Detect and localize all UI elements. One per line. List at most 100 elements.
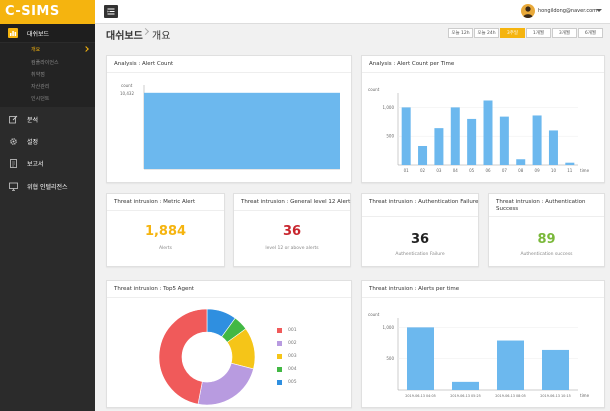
- top5-agent-donut: [158, 308, 256, 406]
- bar-chart-icon: [8, 28, 18, 38]
- auth-failure-caption: Authentication Failure: [395, 252, 445, 257]
- legend-swatch: [277, 354, 282, 359]
- x-tick-label: 2019-06-13 04:05: [405, 394, 436, 398]
- bar: [497, 340, 524, 390]
- bar: [548, 130, 558, 165]
- menu-toggle-button[interactable]: [104, 5, 118, 18]
- legend-item[interactable]: 005: [277, 380, 297, 385]
- legend-label: 003: [288, 354, 297, 359]
- x-axis-label: time: [580, 168, 590, 173]
- submenu-item-vulnerability[interactable]: 취약점: [31, 72, 45, 78]
- x-tick-label: 04: [453, 168, 459, 173]
- area-fill: [144, 92, 340, 169]
- x-tick-label: 06: [485, 168, 491, 173]
- bar: [499, 116, 509, 165]
- card-title: Threat intrusion : Alerts per time: [369, 286, 460, 292]
- legend-item[interactable]: 003: [277, 354, 297, 359]
- x-axis-label: time: [580, 393, 590, 398]
- chevron-down-icon[interactable]: [596, 9, 602, 12]
- sidebar-item-label: 대쉬보드: [27, 30, 50, 38]
- card-title: Threat intrusion : Metric Alert: [114, 199, 196, 205]
- card-divider: [489, 216, 604, 217]
- card-title: Threat intrusion : Authentication Succes…: [496, 199, 586, 212]
- card-title: Threat intrusion : Authentication Failur…: [369, 199, 479, 205]
- general-alert-card: Threat intrusion : General level 12 Aler…: [233, 193, 351, 267]
- submenu-item-assets[interactable]: 자산관리: [31, 84, 50, 90]
- card-divider: [362, 216, 478, 217]
- x-tick-label: 2019-06-13 10:15: [540, 394, 571, 398]
- top5-agent-card: Threat intrusion : Top5 Agent 001 002 003 0…: [106, 280, 352, 408]
- sidebar-item-label: 설정: [27, 138, 39, 146]
- sidebar-item-dashboard[interactable]: 대쉬보드: [0, 24, 95, 42]
- bar: [401, 107, 411, 165]
- x-tick-label: 10: [551, 168, 557, 173]
- x-tick-label: 2019-06-13 08:05: [495, 394, 526, 398]
- legend-swatch: [277, 367, 282, 372]
- auth-failure-card: Threat intrusion : Authentication Failur…: [361, 193, 479, 267]
- legend-label: 004: [288, 367, 297, 372]
- sidebar-item-label: 보고서: [27, 160, 44, 168]
- user-avatar[interactable]: [521, 4, 535, 18]
- gear-icon: [8, 136, 18, 146]
- x-tick-label: 03: [436, 168, 442, 173]
- y-tick-label: 1,000: [383, 105, 395, 110]
- legend-item[interactable]: 004: [277, 367, 297, 372]
- sidebar-item-report[interactable]: 보고서: [0, 154, 95, 172]
- legend-swatch: [277, 341, 282, 346]
- metric-alert-value: 1,884: [144, 224, 187, 239]
- bar: [542, 349, 569, 390]
- legend-label: 002: [288, 341, 297, 346]
- alert-count-chart: count 10,432: [120, 83, 340, 170]
- app-logo[interactable]: C-SIMS: [0, 0, 95, 24]
- range-button-3m[interactable]: 3개월: [552, 28, 577, 38]
- legend-item[interactable]: 002: [277, 341, 297, 346]
- sidebar-item-label: 분석: [27, 116, 39, 124]
- donut-slice: [197, 362, 254, 406]
- card-divider: [107, 72, 351, 73]
- donut-slice: [158, 308, 208, 405]
- general-alert-caption: level 12 or above alerts: [265, 246, 319, 251]
- submenu-item-compliance[interactable]: 컴플라이언스: [31, 60, 59, 66]
- page-title: 대쉬보드: [106, 31, 143, 42]
- range-button-24h[interactable]: 오늘 24h: [474, 28, 499, 38]
- bar: [418, 145, 428, 165]
- range-button-6m[interactable]: 6개월: [578, 28, 603, 38]
- y-axis-label: count: [368, 87, 380, 92]
- card-title: Threat intrusion : Top5 Agent: [114, 286, 194, 292]
- card-divider: [234, 210, 350, 211]
- alerts-per-time-card: Threat intrusion : Alerts per time count…: [361, 280, 605, 408]
- card-divider: [362, 72, 604, 73]
- x-tick-label: 01: [404, 168, 410, 173]
- x-tick-label: 2019-06-13 05:25: [450, 394, 481, 398]
- x-tick-label: 11: [567, 168, 573, 173]
- range-button-3w[interactable]: 3주일: [500, 28, 525, 38]
- bar: [532, 115, 542, 165]
- user-email[interactable]: hongildong@naver.com: [538, 8, 598, 14]
- sidebar-item-threat-intel[interactable]: 위협 인텔리전스: [0, 177, 95, 195]
- sidebar-item-settings[interactable]: 설정: [0, 132, 95, 150]
- submenu-item-incident[interactable]: 인시던트: [31, 96, 50, 102]
- metric-alert-caption: Alerts: [158, 246, 173, 251]
- bar: [516, 159, 526, 165]
- range-button-12h[interactable]: 오늘 12h: [448, 28, 473, 38]
- x-tick-label: 09: [535, 168, 541, 173]
- y-axis-label: count: [368, 312, 380, 317]
- monitor-icon: [8, 181, 18, 191]
- submenu-item-overview[interactable]: 개요: [31, 47, 41, 53]
- legend-item[interactable]: 001: [277, 328, 297, 333]
- alert-count-card: Analysis : Alert Count count 10,432: [106, 55, 352, 183]
- auth-success-caption: Authentication success: [520, 252, 573, 257]
- auth-success-card: Threat intrusion : Authentication Succes…: [488, 193, 605, 267]
- range-button-1m[interactable]: 1개월: [526, 28, 551, 38]
- card-title: Threat intrusion : General level 12 Aler…: [241, 199, 351, 205]
- auth-success-value: 89: [537, 232, 556, 247]
- sidebar-item-label: 위협 인텔리전스: [27, 183, 68, 191]
- bar: [467, 118, 477, 165]
- y-tick-label: 1,000: [383, 325, 395, 330]
- bar: [450, 107, 460, 165]
- hamburger-icon: [107, 8, 115, 15]
- card-divider: [107, 210, 224, 211]
- user-icon: [523, 6, 533, 18]
- sidebar-item-analysis[interactable]: 분석: [0, 110, 95, 128]
- report-icon: [8, 158, 18, 168]
